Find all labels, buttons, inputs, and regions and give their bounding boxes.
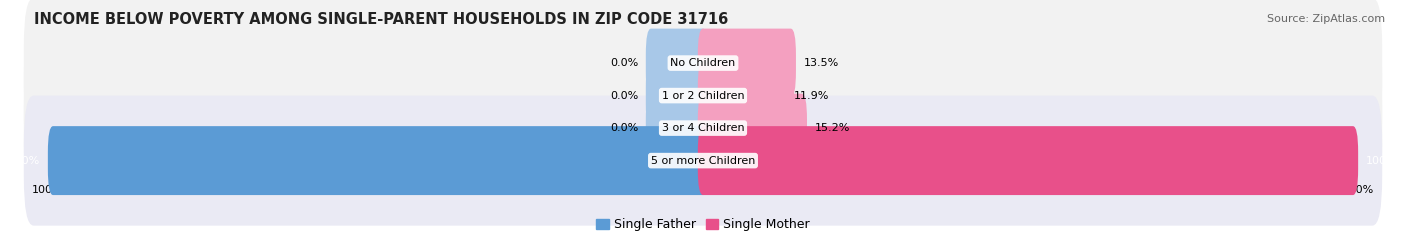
FancyBboxPatch shape <box>645 94 709 163</box>
Text: Source: ZipAtlas.com: Source: ZipAtlas.com <box>1267 14 1385 24</box>
Text: 1 or 2 Children: 1 or 2 Children <box>662 91 744 101</box>
Text: 100.0%: 100.0% <box>1367 156 1406 166</box>
Text: 13.5%: 13.5% <box>804 58 839 68</box>
Text: 0.0%: 0.0% <box>610 123 638 133</box>
Text: 3 or 4 Children: 3 or 4 Children <box>662 123 744 133</box>
Text: No Children: No Children <box>671 58 735 68</box>
FancyBboxPatch shape <box>697 126 1358 195</box>
Text: 0.0%: 0.0% <box>610 58 638 68</box>
FancyBboxPatch shape <box>645 61 709 130</box>
Text: 5 or more Children: 5 or more Children <box>651 156 755 166</box>
Text: INCOME BELOW POVERTY AMONG SINGLE-PARENT HOUSEHOLDS IN ZIP CODE 31716: INCOME BELOW POVERTY AMONG SINGLE-PARENT… <box>34 12 728 27</box>
FancyBboxPatch shape <box>24 96 1382 226</box>
Text: 15.2%: 15.2% <box>815 123 851 133</box>
FancyBboxPatch shape <box>697 94 807 163</box>
FancyBboxPatch shape <box>48 126 709 195</box>
Text: 11.9%: 11.9% <box>793 91 828 101</box>
Legend: Single Father, Single Mother: Single Father, Single Mother <box>591 213 815 233</box>
Text: 100.0%: 100.0% <box>0 156 39 166</box>
FancyBboxPatch shape <box>24 31 1382 161</box>
Text: 0.0%: 0.0% <box>610 91 638 101</box>
FancyBboxPatch shape <box>24 63 1382 193</box>
FancyBboxPatch shape <box>697 29 796 98</box>
FancyBboxPatch shape <box>697 61 786 130</box>
FancyBboxPatch shape <box>24 0 1382 128</box>
FancyBboxPatch shape <box>645 29 709 98</box>
